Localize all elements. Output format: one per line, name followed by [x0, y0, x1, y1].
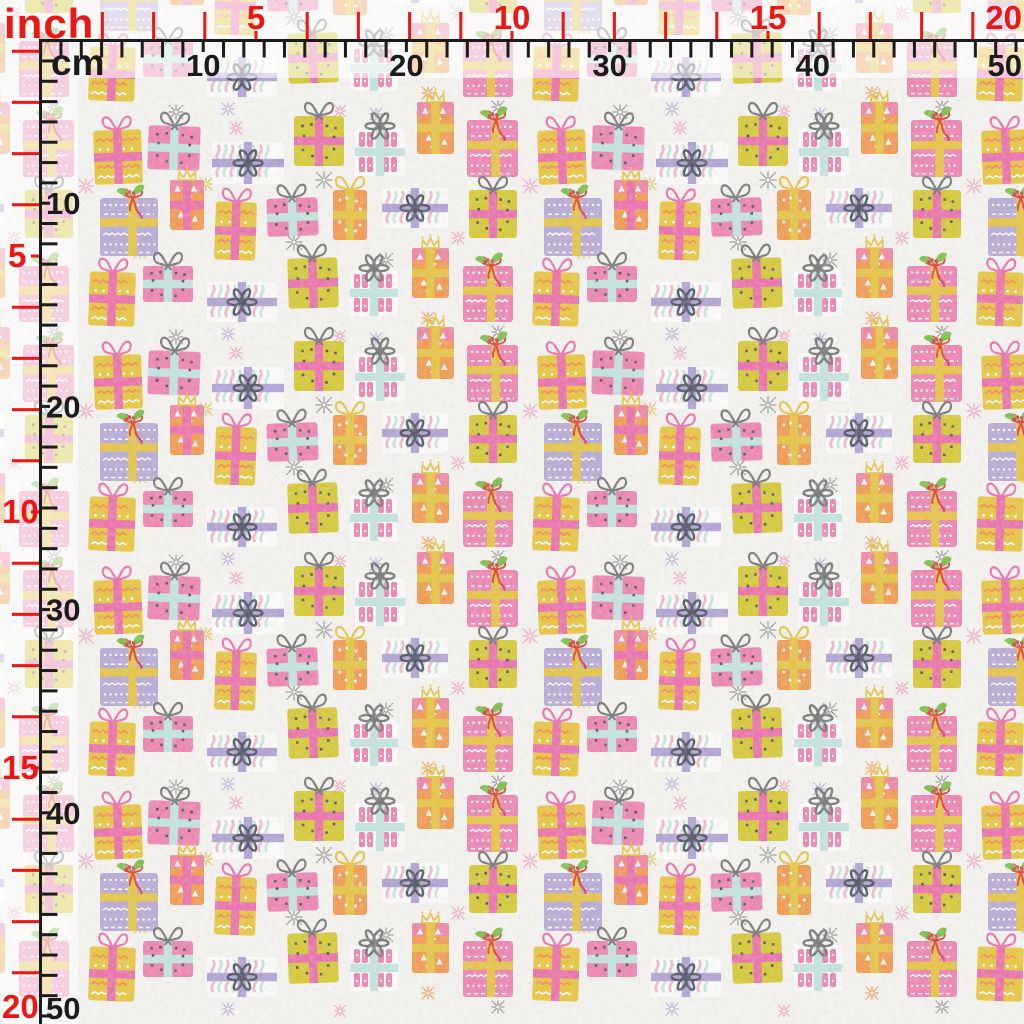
- inch-number: 10: [2, 493, 39, 530]
- cm-number: 10: [186, 48, 220, 83]
- cm-number: 50: [988, 48, 1022, 83]
- inch-number: 20: [2, 988, 39, 1024]
- cm-ruler-label: cm: [51, 42, 105, 83]
- inch-number: 10: [494, 0, 531, 36]
- inch-number: 15: [750, 0, 787, 36]
- cm-number: 30: [592, 48, 626, 83]
- cm-number: 40: [796, 48, 830, 83]
- inch-number: 5: [8, 237, 26, 274]
- cm-number: 30: [46, 593, 80, 628]
- cm-number: 20: [46, 389, 80, 424]
- cm-number: 50: [46, 991, 80, 1024]
- inch-number: 15: [2, 749, 39, 786]
- cm-number: 40: [46, 796, 80, 831]
- inch-ruler-label: inch: [4, 0, 95, 47]
- cm-number: 20: [389, 48, 423, 83]
- inch-number: 5: [247, 0, 265, 36]
- cm-number: 10: [46, 186, 80, 221]
- cm-ruler: 10 10 20 20 30 30 40 40 50 50: [39, 39, 1024, 1024]
- inch-number: 20: [985, 0, 1022, 36]
